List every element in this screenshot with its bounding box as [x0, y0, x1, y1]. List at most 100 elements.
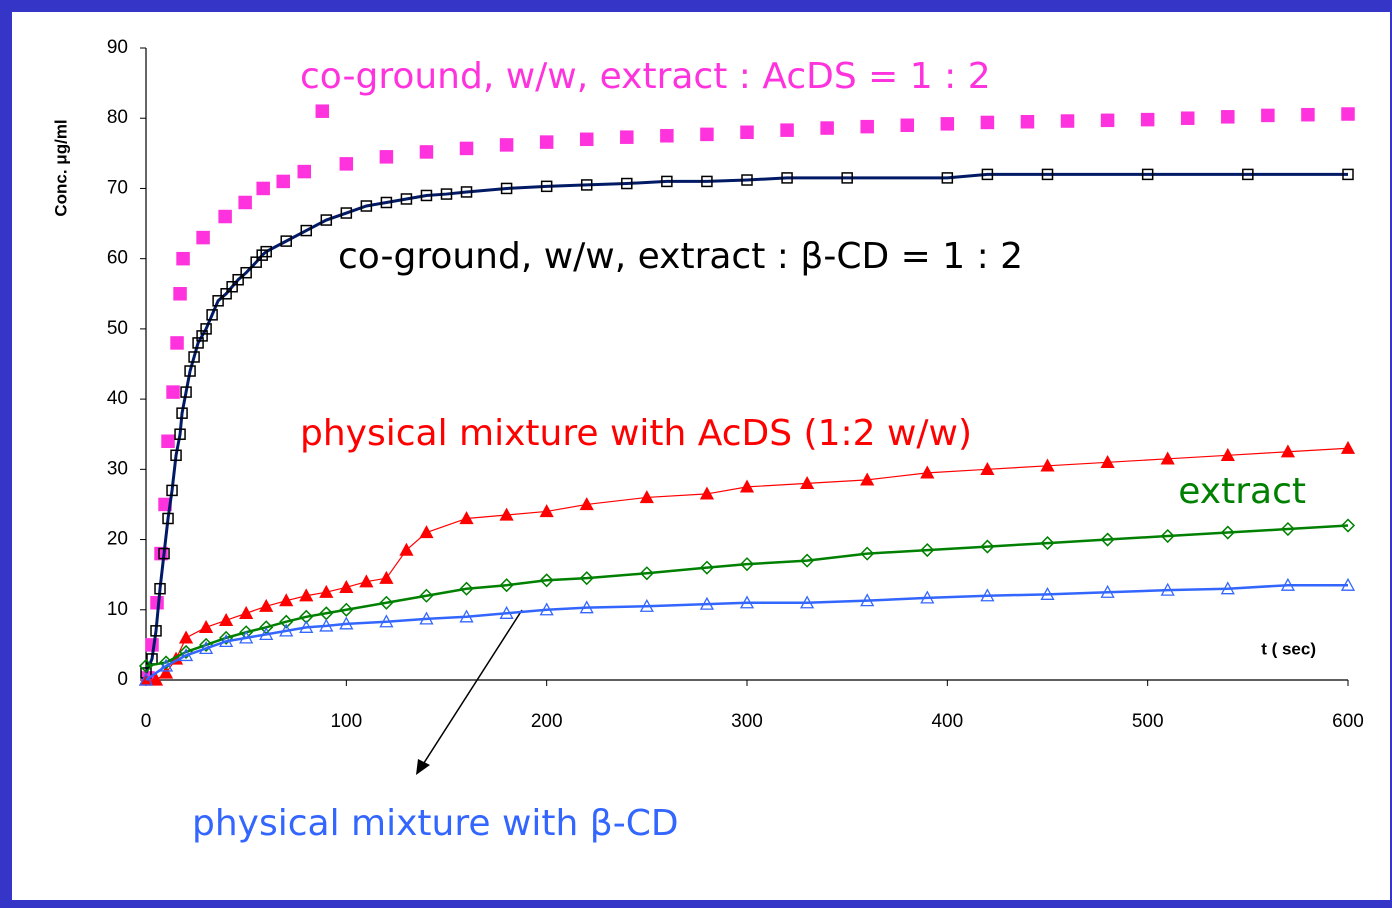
marker: [148, 672, 164, 686]
marker: [178, 648, 194, 662]
marker: [440, 188, 453, 200]
marker: [459, 141, 474, 156]
x-tick-label: 500: [1132, 711, 1164, 732]
panel: [12, 12, 1390, 900]
series-line: [146, 447, 1349, 681]
marker: [158, 665, 174, 679]
series-line: [144, 172, 1348, 674]
marker: [239, 605, 254, 619]
marker: [539, 135, 554, 149]
marker: [741, 174, 753, 186]
marker: [379, 595, 394, 610]
marker: [379, 570, 394, 584]
marker: [860, 593, 875, 607]
y-tick-label: 60: [107, 248, 128, 269]
y-tick-label: 80: [107, 107, 128, 128]
arrow: [421, 609, 523, 767]
marker: [660, 129, 674, 143]
marker: [1040, 458, 1055, 472]
marker: [173, 287, 187, 301]
marker: [220, 288, 232, 300]
marker: [379, 150, 394, 164]
marker: [980, 115, 995, 130]
marker: [319, 584, 334, 598]
x-tick-label: 100: [330, 711, 362, 732]
marker: [166, 484, 178, 497]
marker: [199, 619, 214, 633]
marker: [639, 566, 654, 581]
marker: [299, 588, 314, 602]
marker: [980, 461, 995, 475]
marker: [1100, 454, 1115, 468]
marker: [941, 172, 954, 184]
marker: [174, 428, 186, 440]
marker: [179, 644, 194, 659]
marker: [419, 525, 434, 539]
marker: [1160, 582, 1175, 596]
x-tick-label: 0: [141, 711, 152, 732]
arrow-head: [416, 759, 430, 775]
marker: [500, 182, 513, 195]
marker: [339, 157, 354, 171]
marker: [399, 542, 414, 556]
marker: [1280, 577, 1295, 591]
y-tick-label: 10: [107, 599, 128, 620]
marker: [699, 560, 714, 575]
marker: [1141, 168, 1154, 181]
marker: [280, 235, 292, 247]
marker: [339, 579, 354, 593]
marker: [206, 309, 218, 321]
marker: [1040, 536, 1055, 551]
marker: [196, 330, 208, 342]
marker: [419, 145, 434, 159]
marker: [1341, 107, 1355, 121]
marker: [279, 623, 294, 637]
marker: [980, 588, 995, 602]
marker: [981, 168, 994, 181]
marker: [739, 595, 755, 609]
marker: [315, 104, 330, 118]
marker: [256, 181, 270, 196]
marker: [154, 582, 166, 595]
marker: [1220, 525, 1235, 540]
marker: [499, 138, 514, 152]
x-tick-label: 300: [731, 711, 763, 732]
series-label: extract: [1178, 471, 1306, 512]
marker: [781, 172, 793, 184]
marker: [580, 179, 593, 191]
marker: [1340, 577, 1356, 591]
marker: [379, 614, 394, 628]
marker: [739, 479, 755, 493]
marker: [1342, 168, 1354, 181]
marker: [639, 490, 654, 504]
marker: [184, 365, 196, 377]
marker: [238, 195, 252, 210]
marker: [800, 595, 815, 609]
marker: [860, 472, 875, 486]
series-label: physical mixture with β-CD: [192, 803, 679, 844]
marker: [980, 539, 995, 554]
marker: [162, 512, 174, 525]
marker: [199, 641, 214, 655]
marker: [540, 180, 553, 193]
marker: [1160, 451, 1175, 465]
marker: [420, 189, 433, 202]
marker: [400, 193, 413, 205]
marker: [459, 581, 474, 596]
marker: [739, 557, 755, 572]
marker: [300, 224, 313, 237]
marker: [1100, 532, 1115, 547]
y-tick-label: 20: [107, 529, 128, 550]
marker: [239, 630, 254, 644]
marker: [219, 612, 234, 626]
marker: [150, 625, 162, 637]
marker: [661, 175, 673, 188]
marker: [920, 543, 935, 558]
marker: [539, 602, 554, 616]
marker: [499, 507, 514, 521]
marker: [276, 174, 290, 189]
series-line: [145, 524, 1349, 668]
marker: [1301, 107, 1315, 122]
marker: [192, 337, 204, 349]
